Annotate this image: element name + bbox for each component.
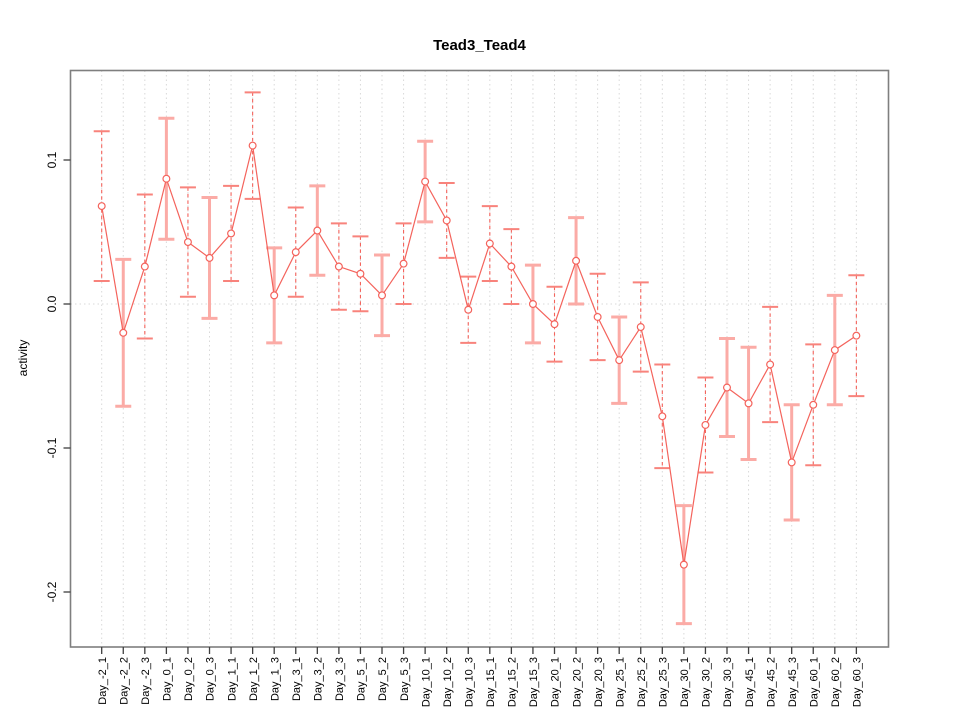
data-point <box>442 216 451 225</box>
x-tick-label: Day_15_2 <box>507 657 519 707</box>
x-tick-label: Day_15_3 <box>528 657 540 707</box>
data-point <box>852 331 861 340</box>
gridlines <box>70 70 889 647</box>
x-tick-label: Day_-2_1 <box>97 657 109 705</box>
data-point <box>809 400 818 409</box>
x-tick-label: Day_10_3 <box>463 657 475 707</box>
x-tick-label: Day_45_3 <box>787 657 799 707</box>
data-point <box>572 256 581 265</box>
x-tick-label: Day_60_1 <box>808 657 820 707</box>
y-tick-label: -0.1 <box>45 437 59 458</box>
data-point <box>378 291 387 300</box>
data-point <box>119 328 128 337</box>
series-line <box>101 145 857 565</box>
data-point <box>615 356 624 365</box>
data-point <box>593 312 602 321</box>
x-tick-label: Day_45_1 <box>744 657 756 707</box>
data-point <box>140 262 149 271</box>
x-tick-label: Day_5_3 <box>399 657 411 701</box>
data-point <box>766 360 775 369</box>
data-point <box>744 399 753 408</box>
x-tick-label: Day_0_1 <box>162 657 174 701</box>
x-tick-label: Day_10_2 <box>442 657 454 707</box>
x-tick-label: Day_20_2 <box>571 657 583 707</box>
data-point <box>528 300 537 309</box>
y-tick-label: 0.1 <box>45 151 59 168</box>
data-point <box>830 346 839 355</box>
x-tick-label: Day_5_1 <box>356 657 368 701</box>
data-point <box>658 412 667 421</box>
x-tick-label: Day_25_3 <box>658 657 670 707</box>
x-tick-label: Day_45_2 <box>765 657 777 707</box>
x-tick-label: Day_5_2 <box>377 657 389 701</box>
data-point <box>701 420 710 429</box>
y-tick-label: 0.0 <box>45 295 59 312</box>
y-tick-label: -0.2 <box>45 581 59 602</box>
data-point <box>485 239 494 248</box>
data-point <box>722 383 731 392</box>
data-point <box>291 248 300 257</box>
x-tick-label: Day_3_3 <box>334 657 346 701</box>
x-tick-label: Day_20_3 <box>593 657 605 707</box>
data-series <box>97 141 861 569</box>
x-tick-label: Day_-2_3 <box>140 657 152 705</box>
plot-border <box>69 69 890 648</box>
x-tick-label: Day_30_3 <box>722 657 734 707</box>
data-point <box>507 262 516 271</box>
x-tick-label: Day_0_3 <box>205 657 217 701</box>
data-point <box>248 141 257 150</box>
x-tick-label: Day_10_1 <box>420 657 432 707</box>
x-tick-label: Day_1_2 <box>248 657 260 701</box>
data-point <box>205 253 214 262</box>
data-point <box>399 259 408 268</box>
data-point <box>97 202 106 211</box>
x-tick-label: Day_25_1 <box>614 657 626 707</box>
data-point <box>421 177 430 186</box>
y-axis-label: activity <box>16 340 30 377</box>
x-tick-label: Day_1_1 <box>226 657 238 701</box>
data-point <box>679 560 688 569</box>
x-tick-label: Day_15_1 <box>485 657 497 707</box>
data-point <box>270 291 279 300</box>
axes: 0.1 0.0 -0.1 -0.2 Day_-2_1 Day_-2_2 Day_-2_3 Da… <box>45 69 890 707</box>
data-point <box>334 262 343 271</box>
data-point <box>313 226 322 235</box>
chart-title: Tead3_Tead4 <box>433 37 526 54</box>
x-tick-label: Day_60_3 <box>852 657 864 707</box>
data-point <box>787 458 796 467</box>
x-tick-label: Day_60_2 <box>830 657 842 707</box>
data-point <box>227 229 236 238</box>
x-tick-label: Day_-2_2 <box>118 657 130 705</box>
x-tick-label: Day_30_1 <box>679 657 691 707</box>
data-point <box>550 320 559 329</box>
data-point <box>636 323 645 332</box>
x-tick-label: Day_0_2 <box>183 657 195 701</box>
data-point <box>162 174 171 183</box>
x-tick-label: Day_25_2 <box>636 657 648 707</box>
data-point <box>183 238 192 247</box>
x-tick-label: Day_1_3 <box>269 657 281 701</box>
data-point <box>356 269 365 278</box>
x-tick-label: Day_30_2 <box>701 657 713 707</box>
x-tick-label: Day_3_1 <box>291 657 303 701</box>
data-point <box>464 305 473 314</box>
x-tick-label: Day_20_1 <box>550 657 562 707</box>
x-tick-label: Day_3_2 <box>313 657 325 701</box>
